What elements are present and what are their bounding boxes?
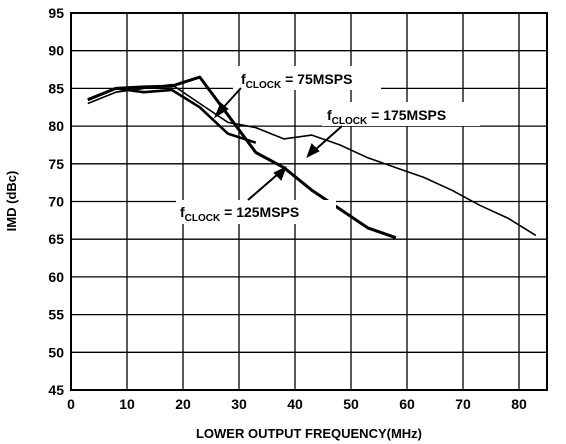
x-tick-label: 80 (511, 396, 527, 412)
arrow-175msps (314, 125, 343, 151)
x-tick-labels: 0 10 20 30 40 50 60 70 80 (67, 396, 527, 412)
y-tick-label: 65 (48, 231, 64, 247)
series-line-125msps (87, 75, 397, 240)
y-tick-label: 85 (48, 80, 64, 96)
y-tick-label: 90 (48, 43, 64, 59)
y-tick-label: 50 (48, 344, 64, 360)
series-line-175msps (87, 83, 537, 237)
arrow-75msps (221, 87, 242, 110)
y-tick-label: 45 (48, 382, 64, 398)
svg-text:fCLOCK = 125MSPS: fCLOCK = 125MSPS (180, 204, 299, 224)
y-tick-label: 75 (48, 156, 64, 172)
y-axis-title: IMD (dBc) (4, 171, 19, 232)
x-tick-label: 10 (119, 396, 135, 412)
annotation-125msps: fCLOCK = 125MSPS (176, 200, 336, 224)
arrowhead-175msps (306, 143, 320, 159)
arrowhead-125msps (273, 165, 287, 181)
x-tick-label: 0 (67, 396, 75, 412)
arrowhead-75msps (213, 102, 229, 119)
series-lines (87, 75, 537, 240)
annotation-75msps: fCLOCK = 75MSPS (233, 66, 381, 91)
x-tick-label: 40 (287, 396, 303, 412)
x-axis-title: LOWER OUTPUT FREQUENCY(MHz) (196, 426, 422, 441)
y-tick-label: 70 (48, 194, 64, 210)
x-tick-label: 20 (175, 396, 191, 412)
x-tick-label: 70 (455, 396, 471, 412)
annotation-175msps: fCLOCK = 175MSPS (322, 102, 480, 127)
x-tick-label: 60 (399, 396, 415, 412)
y-tick-labels: 45 50 55 60 65 70 75 80 85 90 95 (48, 5, 64, 398)
annotation-arrows (213, 87, 343, 201)
x-tick-label: 50 (343, 396, 359, 412)
svg-text:fCLOCK = 75MSPS: fCLOCK = 75MSPS (241, 71, 352, 91)
x-tick-label: 30 (231, 396, 247, 412)
plot-frame (70, 12, 548, 391)
y-tick-label: 95 (48, 5, 64, 21)
svg-text:fCLOCK = 175MSPS: fCLOCK = 175MSPS (327, 107, 446, 127)
y-tick-label: 55 (48, 307, 64, 323)
y-tick-label: 80 (48, 118, 64, 134)
y-tick-label: 60 (48, 269, 64, 285)
series-line-75msps (87, 87, 257, 144)
arrow-125msps (247, 173, 279, 201)
